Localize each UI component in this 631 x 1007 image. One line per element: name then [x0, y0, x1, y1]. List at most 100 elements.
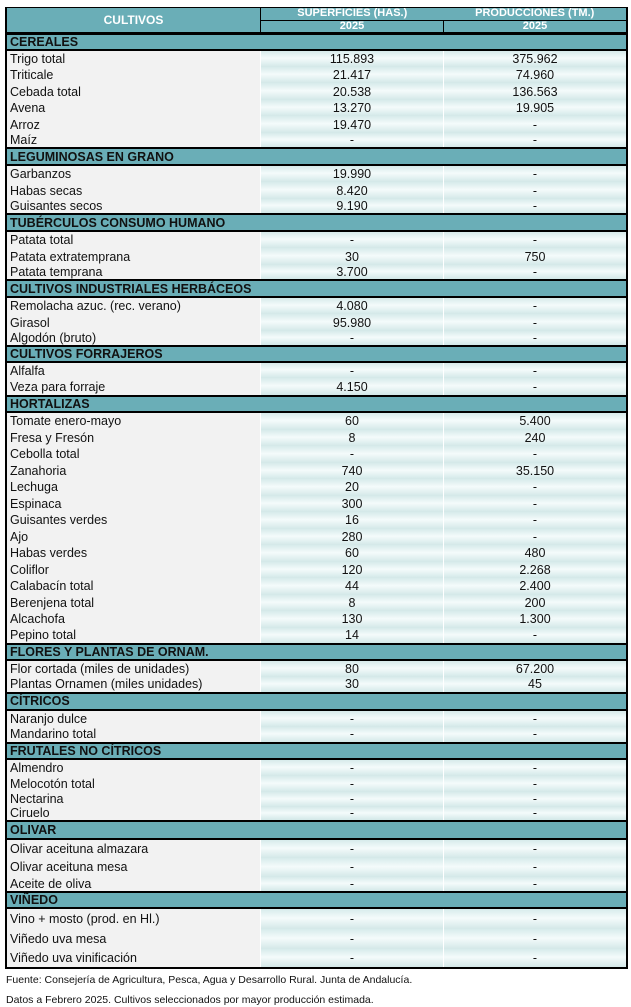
crop-name: Patata extratemprana [7, 248, 260, 265]
area-value: - [261, 806, 443, 820]
area-value: 30 [261, 676, 443, 692]
area-value: - [261, 928, 443, 949]
footer-note: Datos a Febrero 2025. Cultivos seleccion… [6, 993, 374, 1006]
crop-name: Alcachofa [7, 611, 260, 628]
table-row: Calabacín total 44 2.400 [7, 578, 626, 595]
area-value: - [261, 726, 443, 742]
table-row: Algodón (bruto) - - [7, 331, 626, 347]
area-value: - [261, 331, 443, 345]
production-value: 67.200 [444, 660, 626, 677]
production-value: - [444, 314, 626, 331]
area-value: 44 [261, 578, 443, 595]
crop-name: Patata temprana [7, 265, 260, 279]
production-value: 200 [444, 594, 626, 611]
footer-source: Fuente: Consejería de Agricultura, Pesca… [6, 973, 413, 986]
crop-name: Nectarina [7, 791, 260, 807]
production-value: 2.268 [444, 561, 626, 578]
table-row: Almendro - - [7, 759, 626, 776]
area-value: - [261, 876, 443, 891]
header-superficies: SUPERFICIES (HAS.) [297, 7, 408, 19]
table-row: Berenjena total 8 200 [7, 594, 626, 611]
area-value: - [261, 232, 443, 248]
production-value: - [444, 948, 626, 967]
production-value: - [444, 298, 626, 314]
crop-name: Olivar aceituna mesa [7, 857, 260, 877]
crop-name: Habas verdes [7, 545, 260, 562]
table-row: Nectarina - - [7, 791, 626, 807]
area-value: 4.150 [261, 378, 443, 395]
crop-name: Zanahoria [7, 462, 260, 479]
crop-name: Calabacín total [7, 578, 260, 595]
table-row: Zanahoria 740 35.150 [7, 462, 626, 479]
crop-name: Guisantes verdes [7, 512, 260, 529]
header-year-prod: 2025 [522, 19, 548, 32]
crop-name: Viñedo uva mesa [7, 928, 260, 949]
area-value: - [261, 775, 443, 792]
table-row: Mandarino total - - [7, 726, 626, 744]
area-value: 60 [261, 413, 443, 430]
production-value: - [444, 775, 626, 792]
table-row: Espinaca 300- [7, 495, 626, 512]
production-value: 2.400 [444, 578, 626, 595]
header-cultivos: CULTIVOS [7, 8, 261, 32]
area-value: 80 [261, 660, 443, 677]
area-value: 20 [261, 479, 443, 496]
area-value: 19.990 [261, 166, 443, 182]
production-value: - [444, 528, 626, 545]
table-row: Flor cortada (miles de unidades) 80 67.200 [7, 660, 626, 677]
table-row: Cebada total 20.538 136.563 [7, 83, 626, 100]
area-value: 8 [261, 594, 443, 611]
production-value: - [444, 199, 626, 213]
area-value: - [261, 759, 443, 776]
area-value: 60 [261, 545, 443, 562]
table-row: Patata total - - [7, 232, 626, 248]
area-value: 8.420 [261, 182, 443, 199]
area-value: - [261, 791, 443, 807]
table-row: Ciruelo - - [7, 806, 626, 822]
production-value: 480 [444, 545, 626, 562]
section-header: LEGUMINOSAS EN GRANO [7, 149, 626, 166]
section-header: CÍTRICOS [7, 693, 626, 711]
production-value: - [444, 759, 626, 776]
production-value: - [444, 908, 626, 929]
production-value: 1.300 [444, 611, 626, 628]
production-value: - [444, 839, 626, 858]
crop-name: Almendro [7, 759, 260, 776]
area-value: - [261, 857, 443, 877]
table-row: Cebolla total - - [7, 446, 626, 463]
crop-name: Lechuga [7, 479, 260, 496]
production-value: - [444, 806, 626, 820]
crop-name: Maíz [7, 133, 260, 147]
area-value: 4.080 [261, 298, 443, 314]
crop-name: Flor cortada (miles de unidades) [7, 660, 260, 677]
section-header: HORTALIZAS [7, 397, 626, 413]
crop-name: Olivar aceituna almazara [7, 839, 260, 858]
area-value: - [261, 948, 443, 967]
crop-name: Guisantes secos [7, 199, 260, 213]
crop-name: Cebolla total [7, 446, 260, 463]
production-value: - [444, 627, 626, 643]
crop-name: Aceite de oliva [7, 876, 260, 891]
area-value: 115.893 [261, 51, 443, 67]
table-row: Aceite de oliva - - [7, 876, 626, 893]
area-value: - [261, 446, 443, 463]
production-value: - [444, 331, 626, 345]
area-value: 8 [261, 429, 443, 446]
production-value: 240 [444, 429, 626, 446]
production-value: - [444, 378, 626, 395]
table-row: Pepino total 14- [7, 627, 626, 645]
table-row: Lechuga 20- [7, 479, 626, 496]
crop-name: Tomate enero-mayo [7, 413, 260, 430]
table-row: Guisantes secos 9.190- [7, 199, 626, 215]
area-value: 3.700 [261, 265, 443, 279]
table-row: Olivar aceituna almazara - - [7, 839, 626, 858]
table-row: Girasol 95.980- [7, 314, 626, 331]
area-value: - [261, 133, 443, 147]
table-row: Alfalfa - - [7, 363, 626, 378]
production-value: - [444, 726, 626, 742]
table-row: Arroz 19.470- [7, 116, 626, 133]
section-header: VIÑEDO [7, 892, 626, 909]
table-row: Maíz - - [7, 133, 626, 149]
crop-name: Habas secas [7, 182, 260, 199]
section-header: TUBÉRCULOS CONSUMO HUMANO [7, 215, 626, 232]
